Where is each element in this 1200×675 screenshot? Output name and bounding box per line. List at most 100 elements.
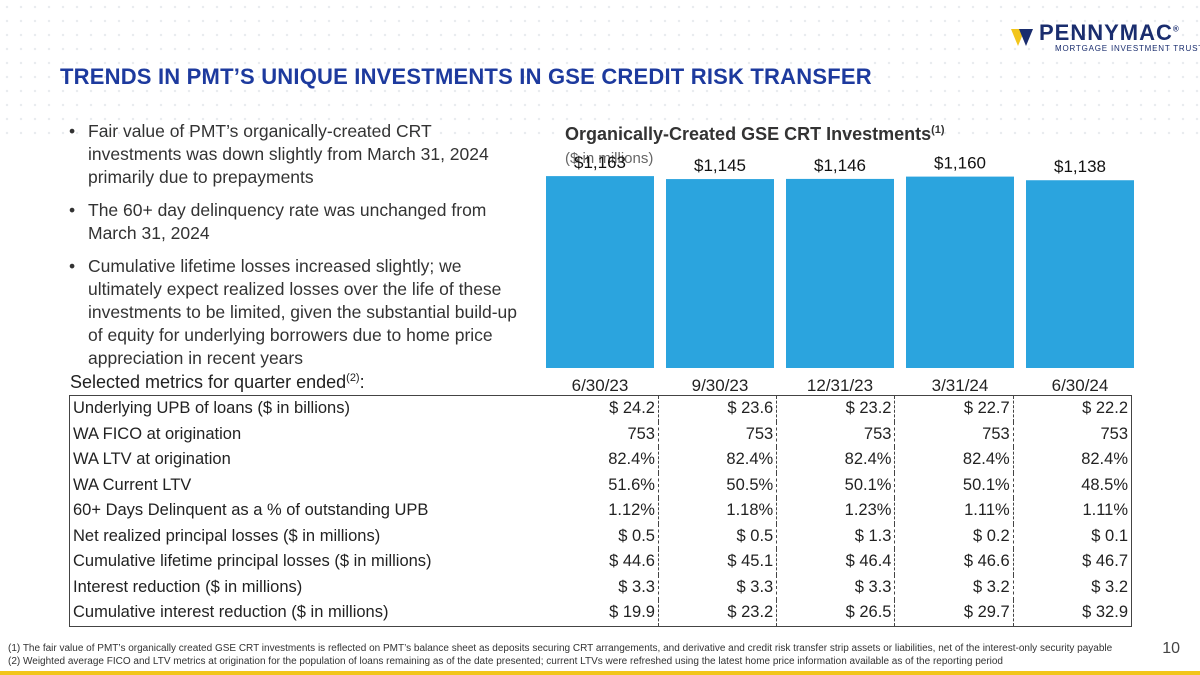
cell-value: 1.11% [894, 498, 1014, 524]
row-label: WA Current LTV [73, 475, 192, 494]
row-label: WA FICO at origination [73, 424, 242, 443]
cell-value: $ 24.2 [540, 395, 659, 422]
metrics-column-headers: 6/30/23 9/30/23 12/31/23 3/31/24 6/30/24 [540, 376, 1140, 396]
cell-value: $ 22.7 [894, 395, 1014, 422]
column-header: 12/31/23 [806, 376, 874, 395]
cell-value: $ 3.3 [658, 574, 778, 600]
bar-6/30/23 [546, 176, 654, 368]
bar-value-label: $1,145 [694, 156, 746, 175]
cell-value: 753 [540, 421, 659, 447]
footnote: (2) Weighted average FICO and LTV metric… [8, 656, 1003, 667]
cell-value: $ 32.9 [1082, 603, 1128, 622]
table-row: Net realized principal losses ($ in mill… [70, 523, 1132, 549]
cell-value: 82.4% [540, 447, 659, 473]
cell-value: 48.5% [1081, 475, 1128, 494]
column-header: 9/30/23 [691, 376, 749, 395]
row-label: WA LTV at origination [73, 450, 231, 469]
bar-3/31/24 [906, 176, 1014, 368]
cell-value: 82.4% [894, 447, 1014, 473]
cell-value: $ 23.2 [776, 395, 896, 422]
footnote: (1) The fair value of PMT’s organically … [8, 643, 1113, 654]
table-row: Cumulative lifetime principal losses ($ … [70, 549, 1132, 575]
pennymac-logo-icon [1011, 29, 1033, 46]
pennymac-logo: PENNYMAC® MORTGAGE INVESTMENT TRUST [1011, 20, 1200, 56]
bar-9/30/23 [666, 179, 774, 368]
table-row: 60+ Days Delinquent as a % of outstandin… [70, 498, 1132, 524]
table-row: Interest reduction ($ in millions) $ 3.3… [70, 574, 1132, 600]
bullet-item: The 60+ day delinquency rate was unchang… [66, 199, 526, 245]
row-label: Underlying UPB of loans ($ in billions) [73, 399, 350, 418]
page-title: TRENDS IN PMT’S UNIQUE INVESTMENTS IN GS… [60, 64, 872, 89]
cell-value: $ 0.5 [540, 523, 659, 549]
metrics-label-footnote: (2) [346, 372, 360, 384]
cell-value: $ 26.5 [776, 600, 896, 626]
bullet-list: Fair value of PMT’s organically-created … [66, 120, 526, 380]
cell-value: 50.1% [894, 472, 1014, 498]
bullet-item: Cumulative lifetime losses increased sli… [66, 255, 526, 370]
cell-value: $ 3.3 [776, 574, 896, 600]
bullet-item: Fair value of PMT’s organically-created … [66, 120, 526, 189]
bar-value-label: $1,138 [1054, 157, 1106, 176]
cell-value: $ 3.2 [1091, 577, 1128, 596]
table-row: WA FICO at origination 753 753 753 753 7… [70, 421, 1132, 447]
cell-value: $ 29.7 [894, 600, 1014, 626]
metrics-table: Underlying UPB of loans ($ in billions) … [69, 395, 1132, 627]
cell-value: $ 23.6 [658, 395, 778, 422]
cell-value: $ 44.6 [540, 549, 659, 575]
logo-subtitle: MORTGAGE INVESTMENT TRUST [1055, 44, 1200, 53]
footnotes: (1) The fair value of PMT’s organically … [8, 642, 1128, 668]
table-row: Cumulative interest reduction ($ in mill… [70, 600, 1132, 626]
cell-value: $ 3.3 [540, 574, 659, 600]
cell-value: 50.5% [658, 472, 778, 498]
table-row: Underlying UPB of loans ($ in billions) … [70, 395, 1132, 422]
cell-value: 1.23% [776, 498, 896, 524]
cell-value: 1.12% [540, 498, 659, 524]
cell-value: $ 3.2 [894, 574, 1014, 600]
table-row: WA Current LTV 51.6% 50.5% 50.1% 50.1% 4… [70, 472, 1132, 498]
cell-value: $ 45.1 [658, 549, 778, 575]
cell-value: $ 1.3 [776, 523, 896, 549]
page-number: 10 [1162, 640, 1180, 657]
column-header: 6/30/23 [571, 376, 629, 395]
cell-value: $ 46.6 [894, 549, 1014, 575]
row-label: Net realized principal losses ($ in mill… [73, 526, 381, 545]
column-header: 3/31/24 [931, 376, 989, 395]
cell-value: 50.1% [776, 472, 896, 498]
row-label: Cumulative lifetime principal losses ($ … [73, 552, 432, 571]
cell-value: 82.4% [658, 447, 778, 473]
chart-title-footnote: (1) [931, 124, 945, 136]
cell-value: $ 0.5 [658, 523, 778, 549]
bar-value-label: $1,160 [934, 154, 986, 173]
cell-value: $ 46.4 [776, 549, 896, 575]
cell-value: $ 0.2 [894, 523, 1014, 549]
cell-value: $ 19.9 [540, 600, 659, 626]
logo-name: PENNYMAC® [1039, 20, 1180, 45]
cell-value: $ 23.2 [658, 600, 778, 626]
crt-investments-bar-chart: $1,163 $1,145 $1,146 $1,160 $1,138 [546, 153, 1134, 368]
cell-value: 753 [894, 421, 1014, 447]
gold-footer-bar [0, 671, 1200, 675]
cell-value: $ 22.2 [1082, 399, 1128, 418]
cell-value: $ 0.1 [1091, 526, 1128, 545]
cell-value: $ 46.7 [1082, 552, 1128, 571]
cell-value: 82.4% [1081, 450, 1128, 469]
metrics-label: Selected metrics for quarter ended(2): [70, 372, 365, 392]
cell-value: 753 [776, 421, 896, 447]
chart-title: Organically-Created GSE CRT Investments(… [565, 124, 945, 144]
table-row: WA LTV at origination 82.4% 82.4% 82.4% … [70, 447, 1132, 473]
row-label: Cumulative interest reduction ($ in mill… [73, 603, 389, 622]
cell-value: 51.6% [540, 472, 659, 498]
chart-subtitle: ($ in millions) [565, 150, 654, 167]
row-label: Interest reduction ($ in millions) [73, 577, 303, 596]
cell-value: 753 [1100, 424, 1128, 443]
bar-6/30/24 [1026, 180, 1134, 368]
cell-value: 1.18% [658, 498, 778, 524]
cell-value: 1.11% [1082, 501, 1128, 520]
row-label: 60+ Days Delinquent as a % of outstandin… [73, 501, 429, 520]
bar-12/31/23 [786, 178, 894, 368]
column-header: 6/30/24 [1051, 376, 1109, 395]
bar-value-label: $1,163 [574, 153, 626, 172]
cell-value: 82.4% [776, 447, 896, 473]
bar-value-label: $1,146 [814, 156, 866, 175]
cell-value: 753 [658, 421, 778, 447]
